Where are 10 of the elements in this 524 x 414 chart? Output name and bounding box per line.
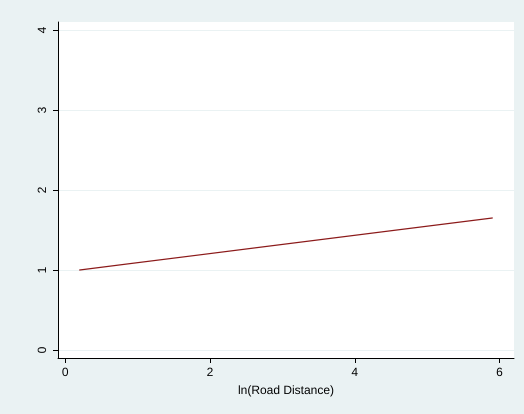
y-tick-label: 4 [35, 26, 49, 34]
x-tick-label: 2 [206, 365, 214, 379]
x-axis-title: ln(Road Distance) [238, 383, 334, 397]
x-tick-label: 6 [496, 365, 504, 379]
x-tick-label: 0 [62, 365, 69, 379]
y-tick-label: 1 [35, 266, 49, 274]
x-tick-label: 4 [351, 365, 358, 379]
y-tick-label: 0 [35, 346, 49, 354]
y-tick-label: 3 [35, 106, 49, 114]
y-tick-label: 2 [35, 186, 49, 194]
